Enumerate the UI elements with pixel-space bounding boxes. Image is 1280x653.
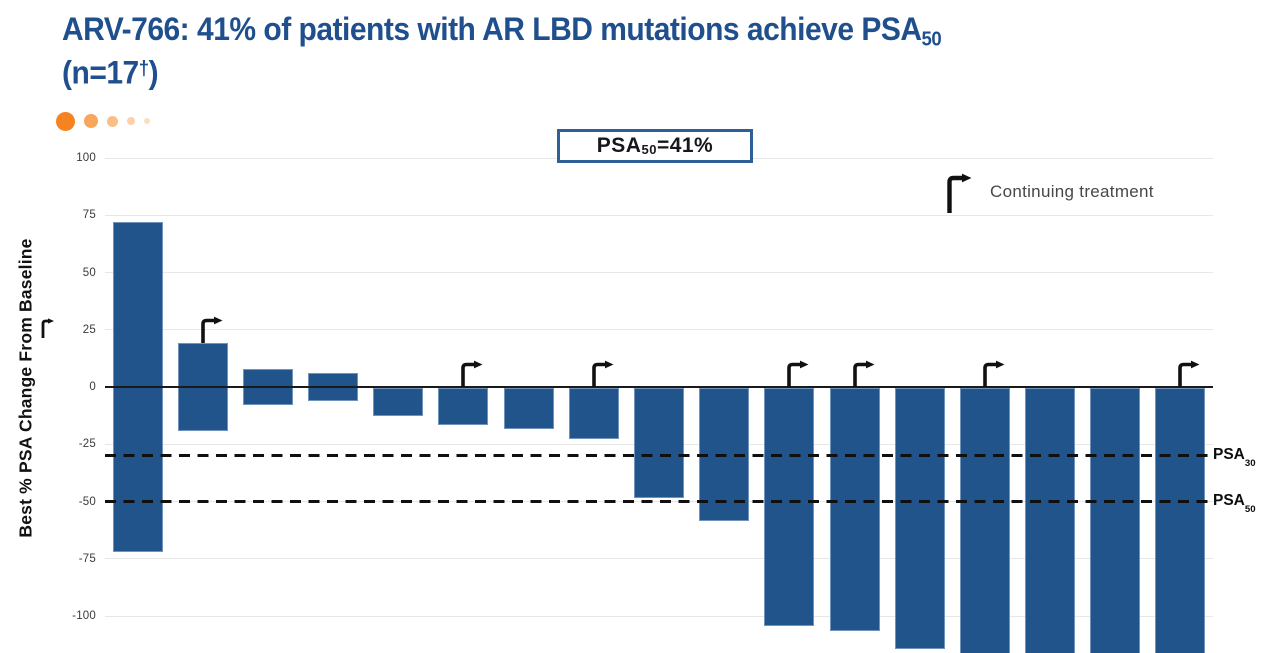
bar-patient-17 (1155, 388, 1206, 653)
bar-patient-6 (438, 388, 489, 425)
continuing-treatment-flag-icon (944, 173, 974, 218)
title-line-1: ARV-766: 41% of patients with AR LBD mut… (62, 10, 942, 53)
title-text: ARV-766: 41% of patients with AR LBD mut… (62, 12, 922, 48)
waterfall-plot: 100 75 50 25 0 -25 -50 -75 -100 PSA30 PSA50 (72, 152, 1256, 653)
gridline (105, 272, 1213, 273)
gridline (105, 558, 1213, 560)
bar-patient-14 (959, 388, 1010, 653)
orange-dot (84, 114, 98, 128)
bar-patient-5 (373, 388, 424, 416)
gridline (105, 214, 1213, 216)
y-tick-label: -25 (78, 438, 96, 451)
title-close-paren: ) (148, 55, 159, 91)
y-tick-label: 50 (82, 266, 96, 279)
continuing-treatment-flag-icon (589, 360, 616, 392)
reference-line-psa50 (105, 500, 1213, 503)
mini-flag-icon (40, 318, 55, 343)
title-n-text: (n=17 (62, 55, 139, 91)
title-line-2: (n=17†) (62, 53, 941, 96)
bar-patient-9 (634, 388, 684, 499)
orange-dot (56, 111, 75, 131)
continuing-treatment-flag-icon (850, 360, 877, 392)
x-axis-line (105, 385, 1213, 389)
y-tick-label: 25 (82, 323, 96, 336)
legend-label: Continuing treatment (990, 182, 1154, 201)
y-tick-label: -75 (78, 552, 96, 565)
continuing-treatment-flag-icon (784, 360, 811, 392)
title-subscript: 50 (921, 27, 942, 51)
y-tick-label: -100 (72, 610, 96, 622)
orange-dot (127, 117, 135, 125)
bar-patient-7 (503, 388, 554, 430)
dagger-superscript: † (138, 56, 149, 79)
reference-line-psa30 (105, 454, 1213, 458)
orange-dot (107, 115, 118, 127)
continuing-treatment-flag-icon (980, 360, 1007, 392)
page-title: ARV-766: 41% of patients with AR LBD mut… (62, 10, 942, 96)
reference-line-label-psa50: PSA50 (1213, 492, 1256, 515)
bar-patient-8 (568, 388, 619, 439)
gridline (105, 329, 1213, 331)
reference-line-label-psa30: PSA30 (1213, 446, 1256, 469)
y-tick-label: 100 (76, 152, 96, 164)
bar-patient-16 (1090, 388, 1141, 653)
bar-patient-12 (829, 388, 880, 631)
gridline (105, 615, 1213, 617)
bar-patient-13 (894, 388, 945, 650)
bar-patient-15 (1025, 388, 1076, 653)
psa-box-text: PSA (596, 134, 642, 157)
psa50-annotation-box: PSA 50 =41% (557, 129, 753, 163)
legend: Continuing treatment (944, 173, 1154, 218)
continuing-treatment-flag-icon (458, 360, 485, 392)
orange-dot (144, 118, 150, 124)
y-tick-label: 75 (82, 209, 96, 222)
y-tick-label: 0 (89, 381, 96, 393)
y-tick-label: -50 (78, 495, 96, 508)
continuing-treatment-flag-icon (198, 316, 225, 348)
psa-box-value: =41% (656, 134, 714, 157)
continuing-treatment-flag-icon (1175, 360, 1202, 392)
psa-box-subscript: 50 (641, 142, 657, 158)
bar-patient-11 (764, 388, 815, 627)
deco-dots (56, 108, 150, 134)
